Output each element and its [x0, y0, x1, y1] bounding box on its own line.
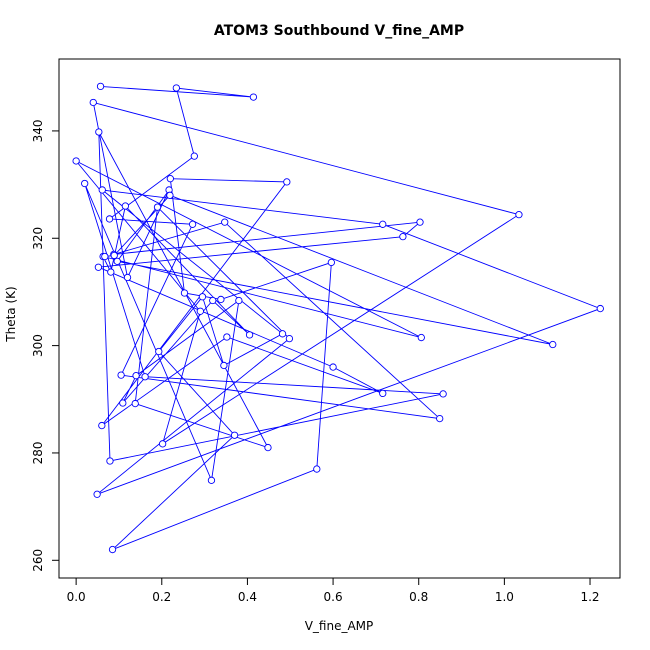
- data-point: [121, 202, 130, 210]
- data-point: [439, 390, 447, 398]
- data-point: [223, 333, 231, 341]
- data-point: [93, 490, 101, 498]
- data-point: [132, 372, 140, 380]
- data-point: [217, 295, 225, 304]
- data-point: [172, 84, 180, 92]
- x-tick-label: 0.8: [409, 590, 428, 604]
- y-tick-label: 340: [31, 119, 45, 142]
- data-point: [416, 218, 424, 226]
- data-point: [285, 334, 294, 343]
- data-point: [399, 233, 407, 241]
- x-tick-label: 1.2: [580, 590, 599, 604]
- data-point: [221, 218, 229, 226]
- data-point: [417, 333, 425, 342]
- data-point: [110, 251, 118, 260]
- data-point: [113, 257, 121, 265]
- data-point: [327, 258, 336, 267]
- data-point: [158, 440, 167, 448]
- data-point: [596, 304, 604, 313]
- data-point: [235, 296, 243, 305]
- data-point: [198, 293, 207, 301]
- data-point: [190, 152, 198, 160]
- data-point: [264, 443, 272, 452]
- plot-border: [58, 58, 621, 579]
- y-axis-label: Theta (K): [4, 286, 18, 342]
- data-point: [180, 289, 189, 297]
- x-axis: 0.0 0.2 0.4 0.6 0.8 1.0 1.2: [67, 577, 600, 604]
- x-tick-label: 0.2: [152, 590, 171, 604]
- data-point: [209, 296, 217, 305]
- x-tick-label: 0.6: [324, 590, 343, 604]
- data-point: [515, 210, 523, 219]
- chart-title: ATOM3 Southbound V_fine_AMP: [214, 23, 464, 39]
- data-point: [117, 371, 125, 379]
- data-point: [166, 191, 174, 199]
- y-tick-label: 300: [31, 334, 45, 357]
- data-point: [81, 179, 89, 188]
- data-point: [196, 307, 204, 315]
- y-tick-label: 280: [31, 441, 45, 464]
- data-point: [101, 252, 109, 261]
- data-point: [379, 389, 387, 398]
- data-point: [329, 363, 337, 371]
- data-point: [106, 457, 114, 465]
- data-point: [230, 431, 239, 439]
- series-layer: [72, 82, 604, 554]
- data-point: [89, 98, 97, 107]
- data-point: [166, 175, 174, 183]
- data-point: [249, 93, 258, 101]
- x-tick-label: 1.0: [495, 590, 514, 604]
- y-axis: 260 280 300 320 340: [31, 119, 60, 572]
- data-point: [105, 215, 114, 223]
- data-point: [313, 465, 321, 473]
- data-point: [436, 414, 444, 423]
- data-point: [141, 373, 149, 381]
- data-point: [95, 128, 103, 136]
- data-point: [107, 268, 115, 276]
- x-axis-label: V_fine_AMP: [305, 619, 374, 633]
- data-point: [98, 421, 106, 430]
- data-point: [131, 399, 139, 408]
- x-tick-label: 0.4: [238, 590, 257, 604]
- data-point: [153, 203, 162, 211]
- y-tick-label: 260: [31, 549, 45, 572]
- data-point: [72, 157, 80, 165]
- data-point: [96, 82, 105, 91]
- series-line: [75, 85, 602, 551]
- data-point: [207, 476, 216, 484]
- data-point: [283, 178, 291, 186]
- data-point: [278, 330, 287, 338]
- data-point: [98, 186, 106, 194]
- data-point: [220, 361, 228, 370]
- data-point: [155, 347, 163, 356]
- data-point: [94, 263, 103, 271]
- y-tick-label: 320: [31, 227, 45, 250]
- data-point: [379, 220, 387, 228]
- data-point: [123, 273, 132, 282]
- data-point: [188, 220, 197, 228]
- plot-frame: [58, 58, 621, 579]
- data-point: [119, 399, 127, 407]
- data-point: [108, 545, 117, 554]
- data-point: [245, 331, 254, 339]
- x-tick-label: 0.0: [67, 590, 86, 604]
- data-point: [549, 340, 557, 349]
